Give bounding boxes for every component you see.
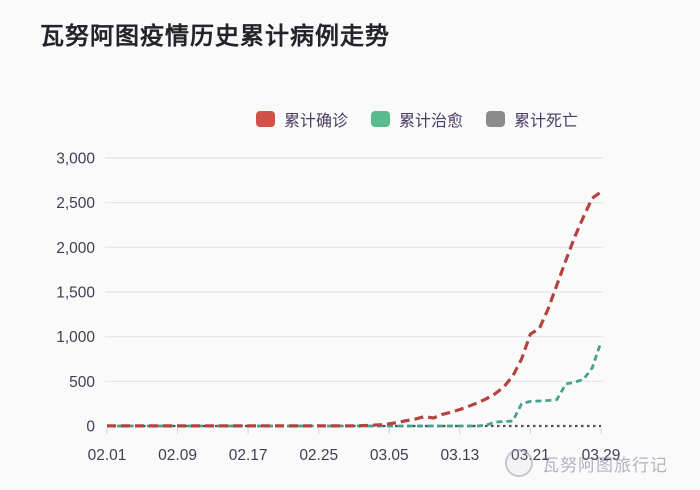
legend-label-confirmed: 累计确诊 [284,113,349,130]
watermark: 瓦努阿图旅行记 [502,446,668,480]
x-axis-label-03.29: 03.29 [582,447,621,464]
series-line-confirmed [107,190,602,428]
x-axis-label-02.17: 02.17 [229,447,268,464]
legend-item-cured: 累计治愈 [371,107,463,131]
x-axis-label-02.25: 02.25 [299,447,338,464]
series-line-cured [107,341,603,428]
legend-swatch-cured [371,111,391,127]
page-title: 瓦努阿图疫情历史累计病例走势 [40,23,390,50]
legend-item-confirmed: 累计确诊 [256,107,348,131]
x-axis-label-03.13: 03.13 [440,447,479,464]
y-axis-label-0: 0 [86,419,95,436]
legend-label-cured: 累计治愈 [399,113,464,130]
x-axis-label-03.05: 03.05 [370,447,409,464]
y-axis-label-500: 500 [69,374,95,391]
y-axis-label-1500: 1,500 [56,285,95,302]
legend-swatch-deaths [486,111,506,127]
y-axis-label-1000: 1,000 [56,329,95,346]
x-axis-label-02.01: 02.01 [88,447,127,464]
legend-label-deaths: 累计死亡 [514,113,579,130]
legend-swatch-confirmed [256,111,275,127]
y-axis-label-3000: 3,000 [56,151,95,168]
x-axis-label-02.09: 02.09 [158,447,197,464]
x-axis-label-03.21: 03.21 [511,447,550,464]
y-axis-label-2500: 2,500 [56,195,95,212]
watermark-text: 瓦努阿图旅行记 [542,455,668,475]
y-axis-label-2000: 2,000 [56,240,95,257]
legend-item-deaths: 累计死亡 [486,107,578,131]
watermark-logo-icon [502,446,536,480]
legend: 累计确诊 累计治愈 累计死亡 [256,107,578,131]
